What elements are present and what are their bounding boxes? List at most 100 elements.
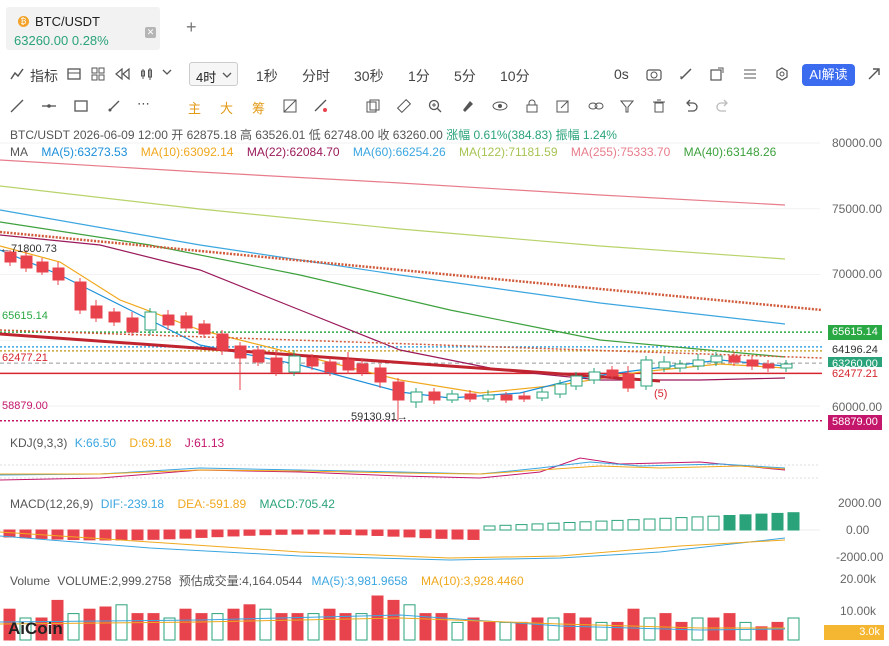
expand-icon[interactable] <box>867 67 881 85</box>
macd-bar <box>227 529 240 537</box>
highlighter-icon[interactable] <box>460 99 474 117</box>
ohlc-info: BTC/USDT 2026-06-09 12:00 开 62875.18 高 6… <box>10 126 617 143</box>
lock-icon[interactable] <box>525 99 539 117</box>
macd-dea: DEA:-591.89 <box>177 497 247 511</box>
indicator-button[interactable]: 指标 <box>30 68 58 84</box>
volume-tag: 3.0k <box>824 625 884 640</box>
ai-analysis-button[interactable]: AI解读 <box>802 64 855 86</box>
candle-body <box>692 359 705 367</box>
macd-bar <box>195 529 208 538</box>
interval-timeline[interactable]: 分时 <box>302 68 330 84</box>
chevron-down-icon[interactable] <box>161 66 173 82</box>
candle-body <box>198 323 211 335</box>
macd-bar <box>483 525 496 531</box>
brush-icon[interactable] <box>107 99 121 117</box>
interval-1m[interactable]: 1分 <box>408 68 430 84</box>
candle-body <box>180 315 193 329</box>
interval-select[interactable]: 4时 <box>189 62 238 86</box>
chip-button[interactable]: 筹 <box>252 101 266 116</box>
level-tag-62477: 62477.21 <box>828 367 882 382</box>
macd-value: MACD:705.42 <box>259 497 335 511</box>
macd-bar <box>115 529 128 541</box>
ma10-line <box>0 245 786 394</box>
symbol-tab[interactable]: ₿ BTC/USDT 63260.00 0.28% ✕ <box>6 7 160 50</box>
logo-text: AiCoin <box>8 619 63 638</box>
drawing-toolbar: ⋯ 主 大 筹 <box>0 94 889 120</box>
alert-line-icon[interactable] <box>314 99 328 117</box>
macd-bar <box>307 529 320 535</box>
interval-selected: 4时 <box>196 70 217 85</box>
volume-bar <box>131 613 144 641</box>
ma-info: MA MA(5):63273.53 MA(10):63092.14 MA(22)… <box>10 145 786 159</box>
list-icon[interactable] <box>743 67 757 85</box>
eye-icon[interactable] <box>492 99 508 117</box>
grid-icon[interactable] <box>91 67 105 85</box>
interval-30s[interactable]: 30秒 <box>354 68 384 84</box>
volume-bar <box>611 621 624 641</box>
interval-10m[interactable]: 10分 <box>500 68 530 84</box>
candle-body <box>728 355 741 363</box>
candle-body <box>640 359 653 387</box>
candle-body <box>762 363 775 369</box>
volume-bar <box>771 621 784 641</box>
candle-body <box>482 394 495 400</box>
horizontal-line-icon[interactable] <box>41 99 57 117</box>
macd-bar <box>323 529 336 535</box>
link-icon[interactable] <box>588 99 604 117</box>
candle-body <box>144 311 157 331</box>
macd-dif: DIF:-239.18 <box>100 497 165 511</box>
candle-body <box>554 383 567 395</box>
filter-icon[interactable] <box>619 99 635 117</box>
volume-bar <box>323 608 336 641</box>
close-icon[interactable]: ✕ <box>145 27 156 38</box>
kdj-j-line <box>0 457 786 481</box>
compare-icon[interactable] <box>283 99 297 117</box>
macd-bar <box>435 529 448 539</box>
layout-icon[interactable] <box>67 67 81 85</box>
rectangle-icon[interactable] <box>74 99 88 117</box>
price-axis-tick: 75000.00 <box>832 202 883 216</box>
ma255-line <box>0 159 786 206</box>
copy-icon[interactable] <box>366 99 380 117</box>
macd-bar <box>659 517 672 531</box>
volume-bar <box>595 621 608 641</box>
kdj-pane <box>0 457 820 481</box>
macd-bar <box>627 519 640 531</box>
interval-1s[interactable]: 1秒 <box>256 68 278 84</box>
volume-bar <box>739 621 752 641</box>
more-icon[interactable]: ⋯ <box>137 96 150 111</box>
add-tab-button[interactable]: + <box>186 17 197 37</box>
edit-icon[interactable] <box>556 99 570 117</box>
undo-icon[interactable] <box>684 99 698 117</box>
macd-bar <box>611 519 624 531</box>
interval-5m[interactable]: 5分 <box>454 68 476 84</box>
trend-line-icon[interactable] <box>10 99 24 117</box>
high-marker-label: ←71800.73 <box>0 243 57 255</box>
indicator-icon[interactable] <box>10 67 24 85</box>
replay-icon[interactable] <box>114 67 130 85</box>
macd-bar <box>147 529 160 540</box>
candle-body <box>74 281 87 311</box>
trash-icon[interactable] <box>652 99 666 117</box>
big-order-button[interactable]: 大 <box>220 101 234 116</box>
ma22-line <box>0 234 786 381</box>
ruler-icon[interactable] <box>396 98 412 117</box>
candle-body <box>446 393 459 401</box>
low-marker-label: 59130.91→ <box>351 411 408 423</box>
ma10-value: MA(10):63092.14 <box>140 145 234 159</box>
kdj-d-line <box>0 465 786 475</box>
macd-bar <box>515 524 528 531</box>
chart-type-icon[interactable] <box>140 67 154 85</box>
trend-line-red <box>0 332 661 383</box>
share-icon[interactable] <box>710 67 724 85</box>
redo-icon[interactable] <box>716 99 730 117</box>
pair-label: BTC/USDT <box>10 128 70 142</box>
volume-bar <box>387 599 400 641</box>
camera-icon[interactable] <box>646 67 662 85</box>
zoom-in-icon[interactable] <box>428 99 442 117</box>
pen-icon[interactable] <box>679 67 693 85</box>
settings-icon[interactable] <box>775 67 789 85</box>
main-chart-button[interactable]: 主 <box>188 101 202 116</box>
ma22-value: MA(22):62084.70 <box>246 145 340 159</box>
